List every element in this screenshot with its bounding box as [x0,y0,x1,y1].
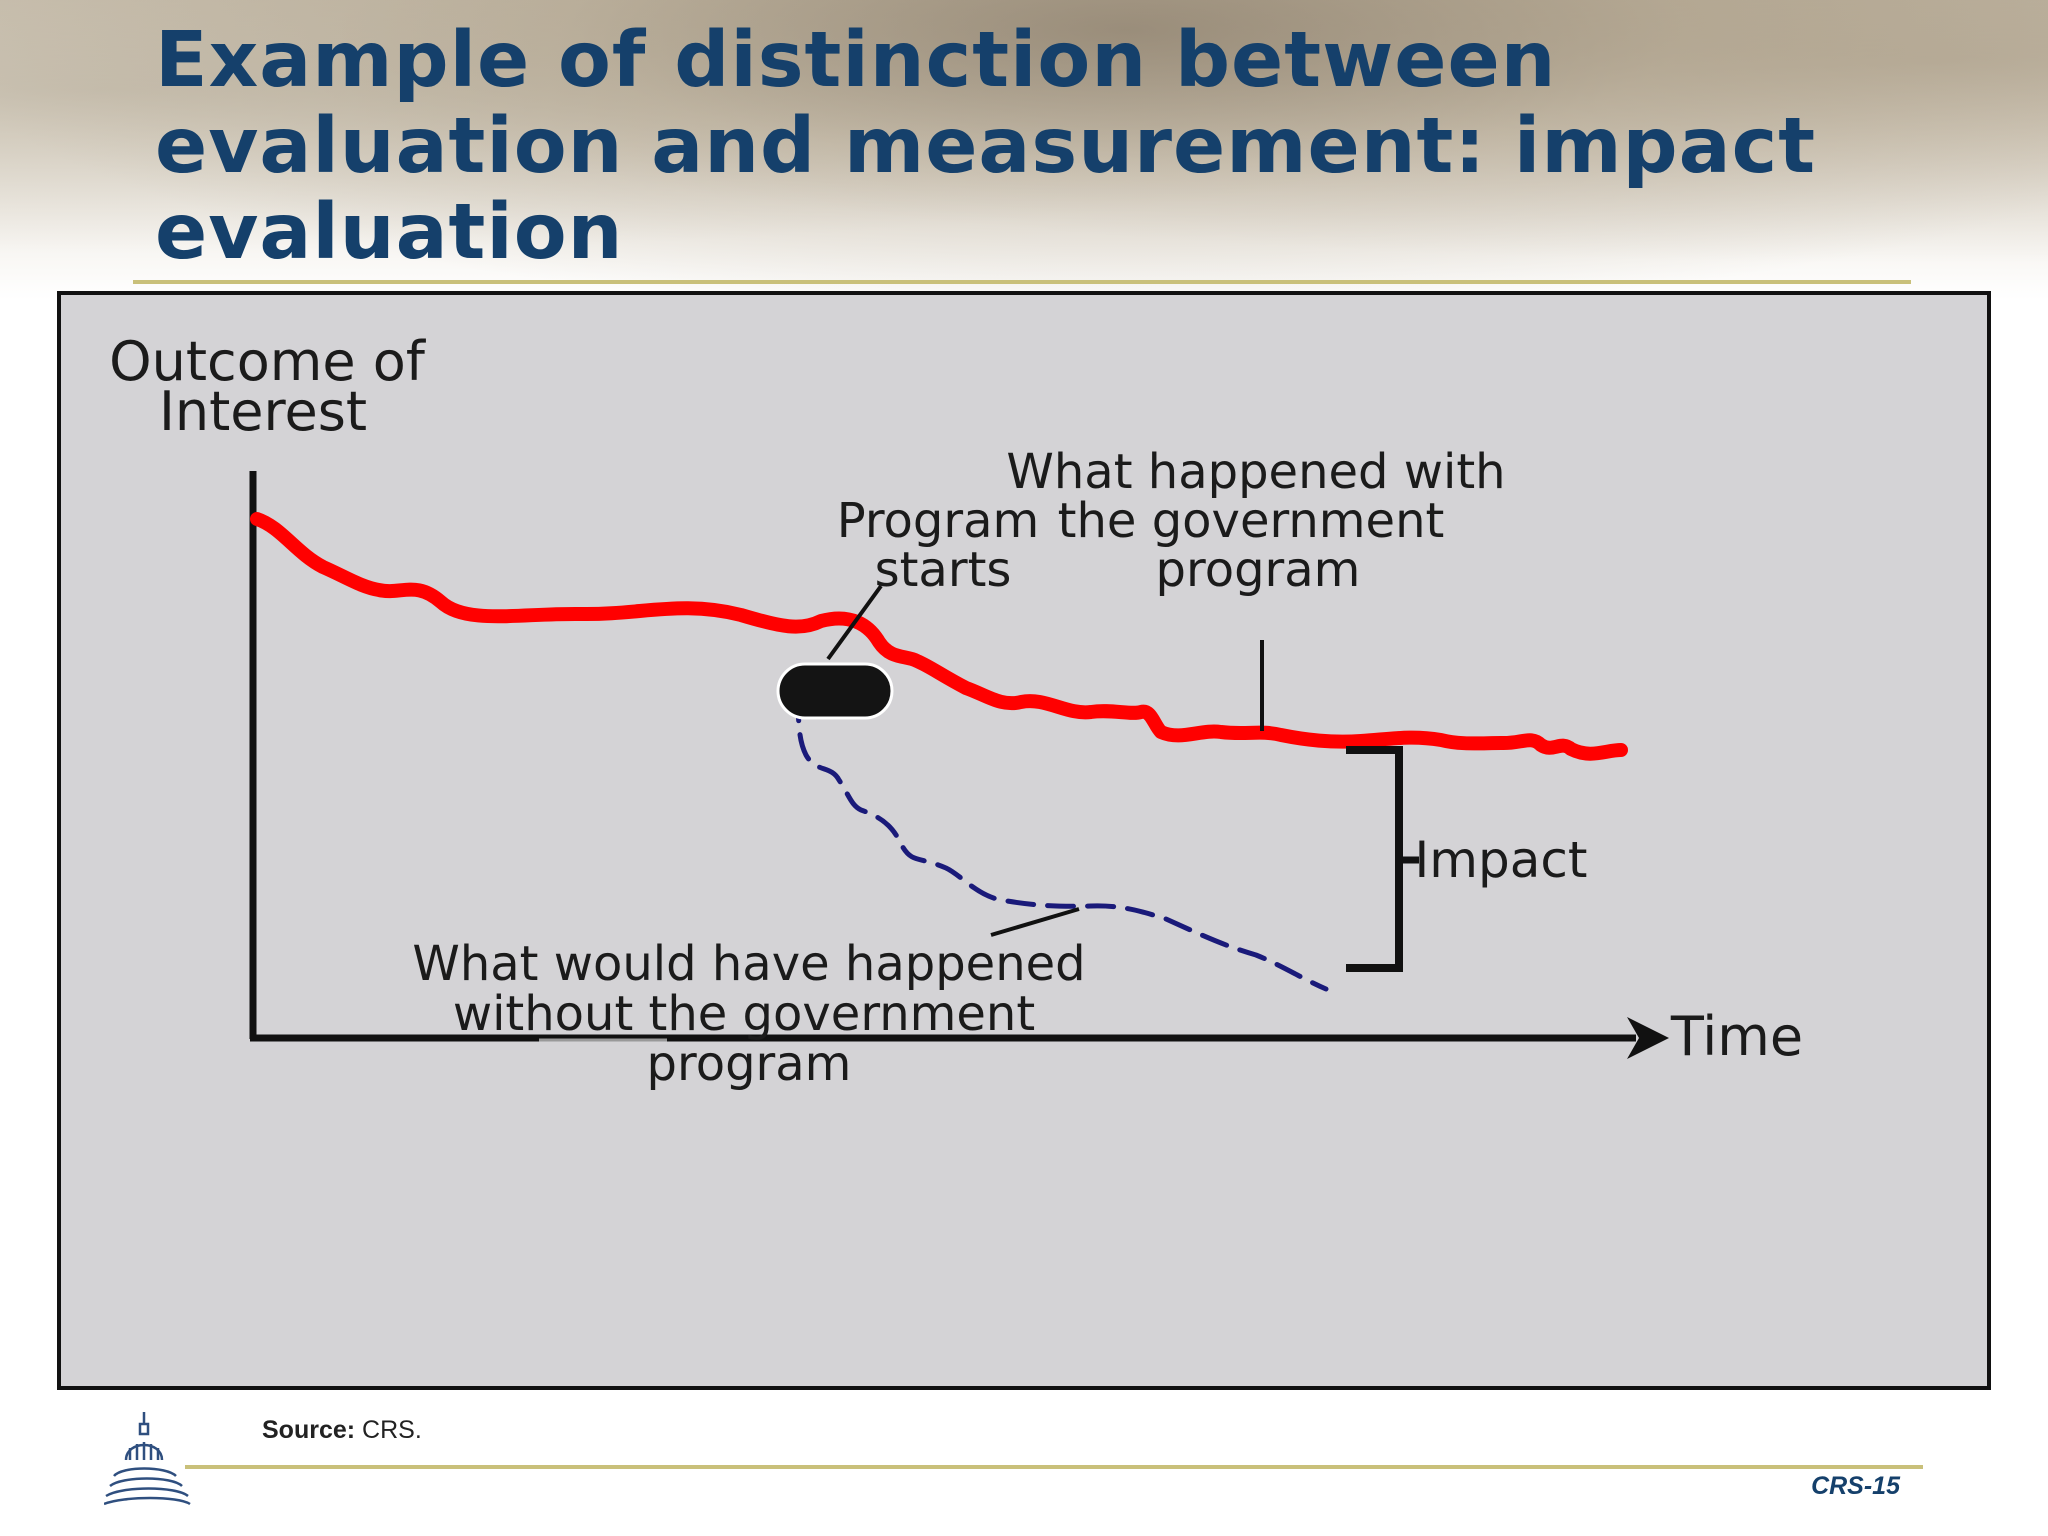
header-background [0,0,2048,300]
without-program-label-line3: program [647,1036,852,1092]
source-label: Source: [262,1416,356,1444]
diagram-canvas: Outcome of Interest Time Program starts … [109,330,1803,1092]
without-program-label-line1: What would have happened [412,936,1085,992]
program-start-label-line1: Program [837,493,1040,549]
program-start-label-line2: starts [875,542,1012,598]
title-divider [133,280,1911,284]
program-start-marker [776,662,894,720]
with-program-label-line1: What happened with [1006,444,1505,500]
slide-title: Example of distinction between evaluatio… [155,16,1817,277]
footer-divider [185,1465,1923,1469]
actual-outcome-line [250,512,1628,761]
x-axis-arrowhead [1627,1017,1669,1059]
capitol-dome-logo-icon [104,1412,191,1506]
y-axis-label-line1: Outcome of [109,330,427,393]
page-number: CRS-15 [1811,1472,1900,1500]
source-note: Source: CRS. [262,1416,422,1445]
without-program-leader [990,907,1080,937]
y-axis-label-line2: Interest [159,380,367,443]
impact-label: Impact [1415,831,1588,889]
x-axis-label: Time [1670,1005,1803,1068]
counterfactual-line [792,692,1329,992]
with-program-label-line3: program [1156,542,1361,598]
without-program-label-line2: without the government [453,986,1035,1042]
program-start-leader [826,584,883,661]
impact-bracket [1346,746,1403,972]
impact-evaluation-diagram: Outcome of Interest Time Program starts … [57,291,1991,1390]
source-value: CRS. [362,1416,422,1444]
with-program-label-line2: the government [1058,493,1445,549]
